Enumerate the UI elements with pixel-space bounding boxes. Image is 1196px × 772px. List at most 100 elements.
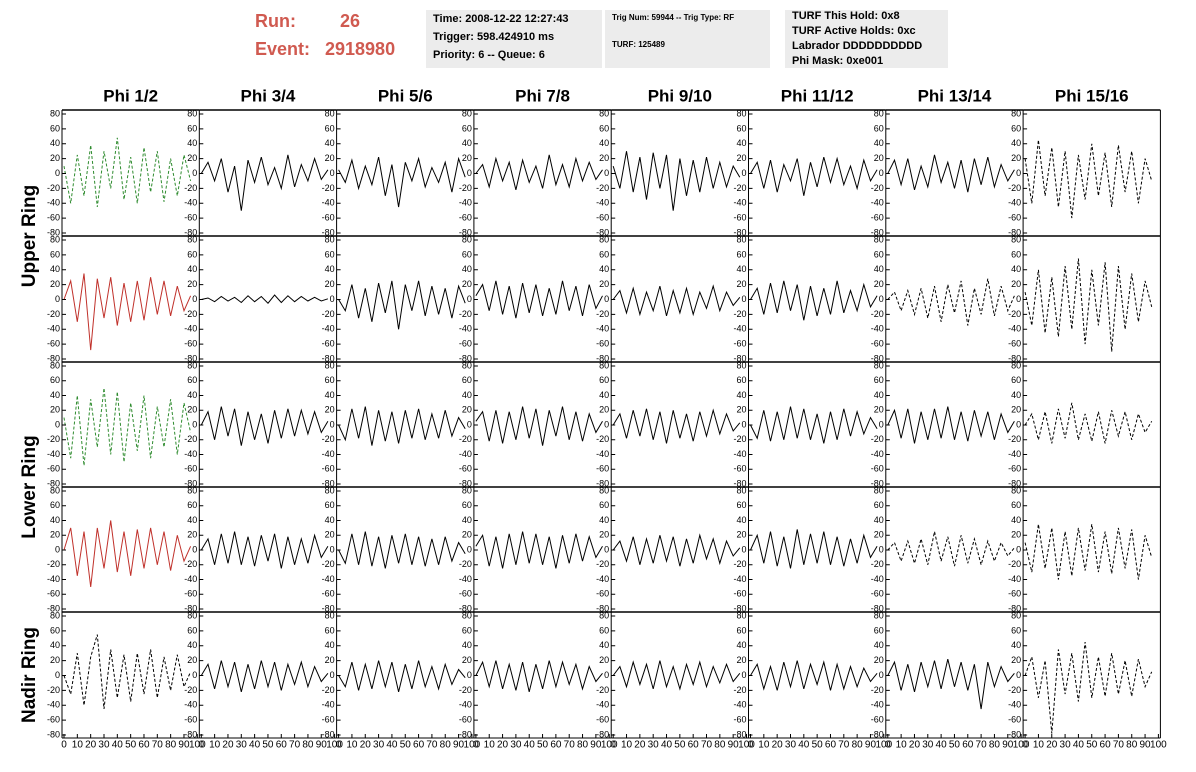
y-tick-label: 60: [187, 375, 197, 385]
y-tick-label: 0: [741, 670, 746, 680]
y-tick-label: 40: [462, 640, 472, 650]
y-tick-label: -80: [871, 603, 884, 613]
y-tick-label: 0: [55, 294, 60, 304]
y-tick-label: 0: [741, 168, 746, 178]
y-tick-label: -40: [184, 449, 197, 459]
y-tick-label: 40: [187, 640, 197, 650]
y-tick-label: 20: [736, 153, 746, 163]
column-title: Phi 15/16: [1055, 86, 1129, 105]
x-tick-label: 20: [909, 740, 921, 751]
y-tick-label: -40: [184, 700, 197, 710]
y-tick-label: 0: [604, 168, 609, 178]
y-tick-label: -80: [459, 729, 472, 739]
waveform: [612, 151, 741, 211]
y-tick-label: 60: [462, 123, 472, 133]
x-tick-label: 40: [386, 740, 398, 751]
y-tick-label: 60: [187, 123, 197, 133]
x-tick-label: 100: [326, 740, 343, 751]
x-tick-label: 60: [276, 740, 288, 751]
x-tick-label: 30: [510, 740, 522, 751]
y-tick-label: -40: [1008, 574, 1021, 584]
y-tick-label: 0: [1016, 419, 1021, 429]
y-tick-label: -40: [322, 700, 335, 710]
y-tick-label: -60: [47, 213, 60, 223]
y-tick-label: 0: [55, 670, 60, 680]
y-tick-label: -20: [47, 559, 60, 569]
y-tick-label: 20: [599, 530, 609, 540]
y-tick-label: 0: [604, 419, 609, 429]
y-tick-label: 0: [467, 294, 472, 304]
x-tick-label: 70: [289, 740, 301, 751]
y-tick-label: -40: [1008, 449, 1021, 459]
y-tick-label: -60: [322, 464, 335, 474]
y-tick-label: 60: [462, 375, 472, 385]
y-tick-label: 60: [462, 500, 472, 510]
x-tick-label: 90: [178, 740, 190, 751]
y-tick-label: 40: [325, 138, 335, 148]
column-title: Phi 5/6: [378, 86, 433, 105]
x-tick-label: 20: [634, 740, 646, 751]
x-tick-label: 60: [550, 740, 562, 751]
x-tick-label: 70: [426, 740, 438, 751]
y-tick-label: -60: [459, 715, 472, 725]
y-tick-label: 0: [55, 168, 60, 178]
y-tick-label: 20: [50, 655, 60, 665]
x-tick-label: 80: [714, 740, 726, 751]
y-tick-label: 40: [599, 515, 609, 525]
waveform: [750, 156, 878, 196]
x-tick-label: 100: [1013, 740, 1030, 751]
y-tick-label: 60: [736, 500, 746, 510]
y-tick-label: -40: [47, 449, 60, 459]
y-tick-label: 0: [330, 294, 335, 304]
y-tick-label: -80: [733, 603, 746, 613]
x-tick-label: 30: [98, 740, 110, 751]
y-tick-label: -20: [459, 183, 472, 193]
x-tick-label: 100: [601, 740, 618, 751]
y-tick-label: 0: [604, 544, 609, 554]
x-tick-label: 80: [852, 740, 864, 751]
run-value: 26: [340, 11, 360, 31]
y-tick-label: 20: [187, 405, 197, 415]
y-tick-label: -80: [596, 729, 609, 739]
y-tick-label: -20: [47, 309, 60, 319]
y-tick-label: 80: [325, 610, 335, 620]
y-tick-label: 80: [187, 610, 197, 620]
y-tick-label: -80: [871, 729, 884, 739]
y-tick-label: 60: [187, 249, 197, 259]
y-tick-label: 80: [187, 234, 197, 244]
y-tick-label: 40: [736, 640, 746, 650]
waveform: [1024, 402, 1153, 444]
y-tick-label: 40: [736, 390, 746, 400]
x-tick-label: 30: [922, 740, 934, 751]
y-tick-label: 80: [325, 234, 335, 244]
y-tick-label: 60: [50, 625, 60, 635]
y-tick-label: 80: [1011, 108, 1021, 118]
y-tick-label: 20: [187, 153, 197, 163]
column-title: Phi 9/10: [648, 86, 712, 105]
y-tick-label: -40: [47, 198, 60, 208]
y-tick-label: -20: [184, 559, 197, 569]
y-tick-label: -40: [459, 700, 472, 710]
x-tick-label: 80: [440, 740, 452, 751]
y-tick-label: -40: [733, 449, 746, 459]
y-tick-label: -60: [322, 715, 335, 725]
waveform: [200, 154, 329, 211]
y-tick-label: 20: [325, 530, 335, 540]
y-tick-label: 0: [879, 294, 884, 304]
x-tick-label: 10: [346, 740, 358, 751]
y-tick-label: -60: [47, 464, 60, 474]
y-tick-label: -80: [47, 353, 60, 363]
column-title: Phi 1/2: [103, 86, 158, 105]
y-tick-label: 60: [599, 249, 609, 259]
y-tick-label: -80: [733, 353, 746, 363]
y-tick-label: 40: [50, 138, 60, 148]
x-tick-label: 20: [497, 740, 509, 751]
y-tick-label: 40: [599, 640, 609, 650]
y-tick-label: 60: [874, 375, 884, 385]
y-tick-label: 80: [874, 360, 884, 370]
y-tick-label: 20: [874, 405, 884, 415]
x-tick-label: 30: [785, 740, 797, 751]
y-tick-label: 60: [736, 375, 746, 385]
y-tick-label: -40: [322, 574, 335, 584]
y-tick-label: -20: [322, 183, 335, 193]
